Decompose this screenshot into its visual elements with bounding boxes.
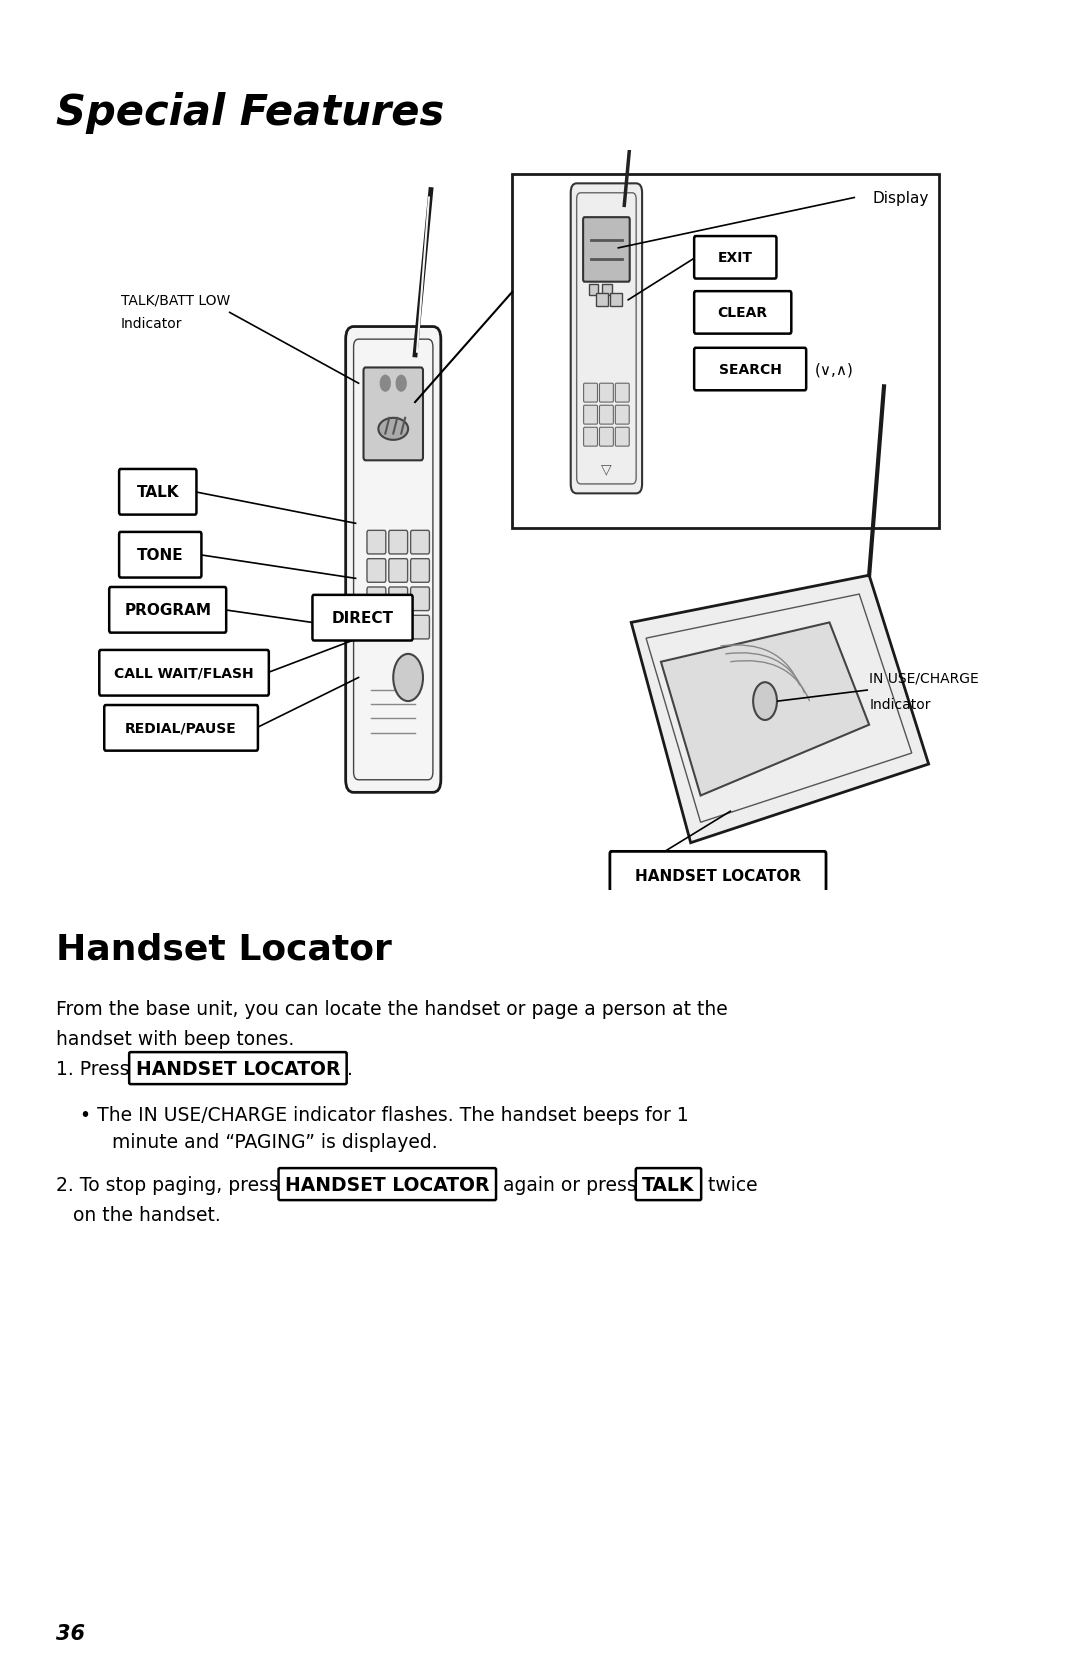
Bar <box>610 294 622 307</box>
FancyBboxPatch shape <box>599 407 613 425</box>
FancyBboxPatch shape <box>389 531 407 554</box>
Text: 2. To stop paging, press: 2. To stop paging, press <box>56 1174 285 1194</box>
Text: 1. Press: 1. Press <box>56 1058 136 1079</box>
Text: Handset Locator: Handset Locator <box>56 932 392 966</box>
Text: CALL WAIT/FLASH: CALL WAIT/FLASH <box>114 667 254 680</box>
Text: CLEAR: CLEAR <box>718 306 768 321</box>
Bar <box>589 286 598 296</box>
FancyBboxPatch shape <box>583 218 630 282</box>
FancyBboxPatch shape <box>389 588 407 612</box>
Text: TALK: TALK <box>136 486 179 501</box>
FancyBboxPatch shape <box>570 185 643 494</box>
Text: minute and “PAGING” is displayed.: minute and “PAGING” is displayed. <box>94 1132 437 1151</box>
Circle shape <box>393 655 423 702</box>
Text: From the base unit, you can locate the handset or page a person at the: From the base unit, you can locate the h… <box>56 1000 728 1018</box>
FancyBboxPatch shape <box>105 706 258 751</box>
FancyBboxPatch shape <box>389 559 407 583</box>
Text: Indicator: Indicator <box>121 318 183 331</box>
Text: handset with beep tones.: handset with beep tones. <box>56 1030 295 1048</box>
Text: PROGRAM: PROGRAM <box>124 603 212 618</box>
Bar <box>603 286 612 296</box>
FancyBboxPatch shape <box>367 531 386 554</box>
Bar <box>512 175 939 529</box>
Text: again or press: again or press <box>497 1174 643 1194</box>
FancyBboxPatch shape <box>599 385 613 403</box>
FancyBboxPatch shape <box>367 617 386 640</box>
Circle shape <box>753 682 777 721</box>
Text: 2. To stop paging, press: 2. To stop paging, press <box>56 1174 285 1194</box>
Text: again or press: again or press <box>497 1174 643 1194</box>
FancyBboxPatch shape <box>599 428 613 447</box>
Polygon shape <box>661 623 869 796</box>
Text: SEARCH: SEARCH <box>718 363 782 376</box>
Text: Display: Display <box>873 192 929 207</box>
FancyBboxPatch shape <box>99 650 269 696</box>
Text: REDIAL/PAUSE: REDIAL/PAUSE <box>125 721 237 736</box>
Ellipse shape <box>378 418 408 440</box>
FancyBboxPatch shape <box>616 407 630 425</box>
FancyBboxPatch shape <box>389 617 407 640</box>
Text: HANDSET LOCATOR: HANDSET LOCATOR <box>635 869 801 884</box>
FancyBboxPatch shape <box>410 531 430 554</box>
FancyBboxPatch shape <box>616 428 630 447</box>
Text: ▽: ▽ <box>602 462 611 475</box>
Text: Special Features: Special Features <box>56 92 444 134</box>
FancyBboxPatch shape <box>367 559 386 583</box>
Text: (∨,∧): (∨,∧) <box>814 363 853 378</box>
FancyBboxPatch shape <box>583 428 597 447</box>
Bar <box>596 294 608 307</box>
Text: HANDSET LOCATOR: HANDSET LOCATOR <box>285 1174 489 1194</box>
Text: DIRECT: DIRECT <box>332 612 393 627</box>
Circle shape <box>396 376 406 391</box>
FancyBboxPatch shape <box>610 852 826 900</box>
FancyBboxPatch shape <box>694 292 792 334</box>
Text: twice: twice <box>702 1174 757 1194</box>
Text: Indicator: Indicator <box>869 697 931 712</box>
Text: on the handset.: on the handset. <box>73 1205 221 1225</box>
Text: TALK: TALK <box>643 1174 694 1194</box>
FancyBboxPatch shape <box>694 348 806 391</box>
FancyBboxPatch shape <box>119 533 201 578</box>
FancyBboxPatch shape <box>616 385 630 403</box>
FancyBboxPatch shape <box>410 559 430 583</box>
FancyBboxPatch shape <box>119 470 197 516</box>
FancyBboxPatch shape <box>109 588 226 633</box>
Text: TALK/BATT LOW: TALK/BATT LOW <box>121 294 230 307</box>
FancyBboxPatch shape <box>312 595 413 642</box>
FancyBboxPatch shape <box>367 588 386 612</box>
FancyBboxPatch shape <box>346 328 441 793</box>
Polygon shape <box>631 576 929 843</box>
Text: EXIT: EXIT <box>718 250 753 265</box>
Text: 36: 36 <box>56 1623 85 1643</box>
Text: .: . <box>347 1058 353 1079</box>
FancyBboxPatch shape <box>694 237 777 279</box>
FancyBboxPatch shape <box>410 588 430 612</box>
Text: • The IN USE/CHARGE indicator flashes. The handset beeps for 1: • The IN USE/CHARGE indicator flashes. T… <box>80 1105 689 1124</box>
Text: TONE: TONE <box>137 548 184 563</box>
Circle shape <box>380 376 390 391</box>
FancyBboxPatch shape <box>583 385 597 403</box>
Text: HANDSET LOCATOR: HANDSET LOCATOR <box>136 1058 340 1079</box>
Text: 1. Press: 1. Press <box>56 1058 136 1079</box>
FancyBboxPatch shape <box>364 368 423 460</box>
FancyBboxPatch shape <box>583 407 597 425</box>
Text: IN USE/CHARGE: IN USE/CHARGE <box>869 670 978 685</box>
FancyBboxPatch shape <box>410 617 430 640</box>
